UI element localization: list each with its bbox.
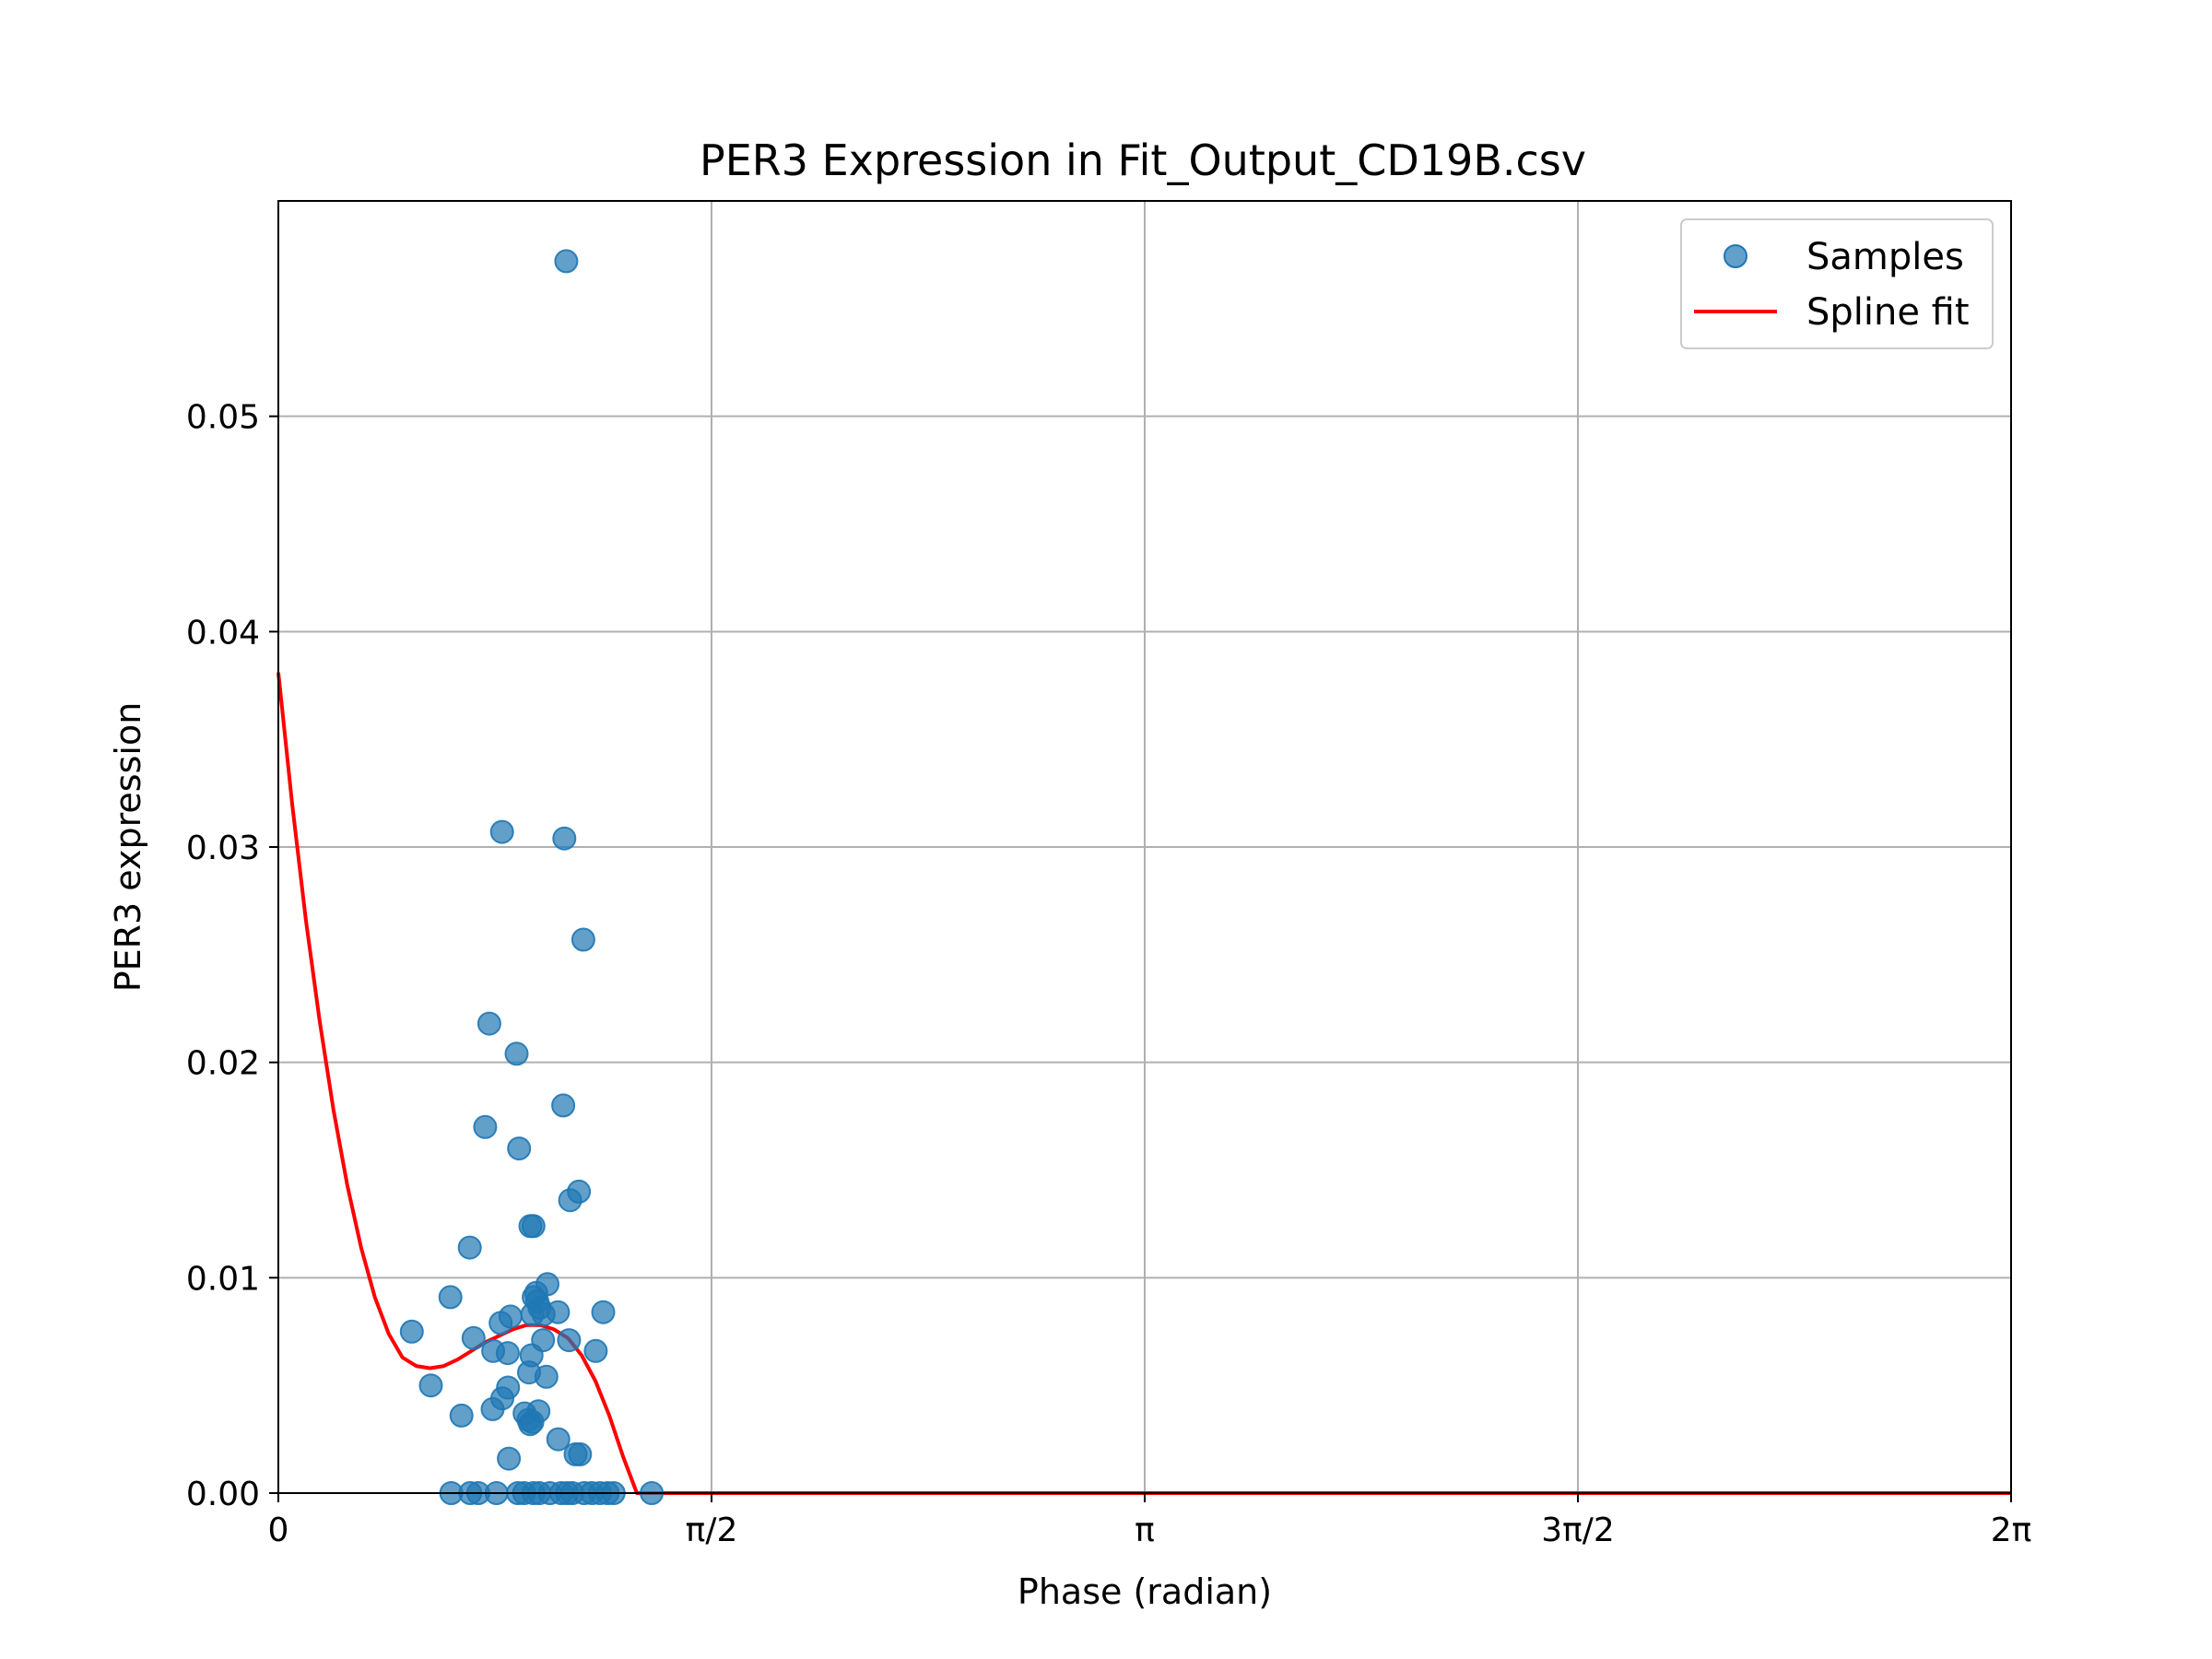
sample-point: [461, 1325, 486, 1350]
chart-title: PER3 Expression in Fit_Output_CD19B.csv: [700, 135, 1586, 185]
sample-point: [568, 1441, 593, 1466]
sample-point: [480, 1396, 505, 1421]
legend: Samples Spline fit: [1680, 218, 1994, 349]
y-tick-label: 0.04: [186, 614, 260, 652]
sample-point: [518, 1412, 543, 1437]
sample-point: [546, 1427, 571, 1452]
sample-point: [473, 1114, 498, 1139]
sample-point: [507, 1136, 532, 1161]
x-axis-label: Phase (radian): [1018, 1571, 1272, 1612]
sample-point: [488, 1311, 513, 1335]
sample-point: [489, 819, 514, 844]
y-axis-label: PER3 expression: [108, 702, 148, 993]
legend-box: [1680, 218, 1994, 349]
sample-point: [438, 1285, 463, 1310]
sample-point: [557, 1328, 582, 1353]
x-tick-label: 0: [268, 1512, 289, 1549]
samples-series: [399, 249, 665, 1505]
legend-spline-label: Spline fit: [1806, 291, 1970, 334]
x-tick-label: 2π: [1991, 1512, 2032, 1549]
sample-point: [418, 1373, 443, 1398]
legend-samples-marker: [1724, 244, 1747, 268]
sample-point: [558, 1188, 582, 1213]
y-tick-label: 0.03: [186, 830, 260, 867]
x-tick-label: 3π/2: [1541, 1512, 1615, 1549]
sample-point: [531, 1302, 556, 1327]
sample-point: [399, 1319, 424, 1344]
sample-point: [554, 249, 579, 274]
sample-point: [477, 1011, 501, 1036]
sample-point: [552, 826, 577, 851]
y-tick-label: 0.01: [186, 1260, 260, 1298]
sample-point: [534, 1364, 559, 1389]
sample-point: [551, 1093, 576, 1118]
y-tick-label: 0.00: [186, 1476, 260, 1513]
x-axis-ticks: 0 π/2 π 3π/2 2π: [268, 1493, 2032, 1549]
sample-point: [571, 927, 595, 952]
sample-point: [591, 1300, 616, 1324]
y-tick-label: 0.05: [186, 399, 260, 437]
y-tick-label: 0.02: [186, 1045, 260, 1083]
sample-point: [495, 1341, 520, 1366]
sample-point: [583, 1338, 608, 1363]
sample-point: [504, 1041, 529, 1066]
sample-point: [457, 1235, 482, 1260]
sample-point: [521, 1214, 546, 1239]
y-axis-ticks: 0.00 0.01 0.02 0.03 0.04 0.05: [186, 399, 278, 1513]
sample-point: [449, 1403, 474, 1428]
sample-point: [497, 1446, 522, 1471]
x-tick-label: π/2: [686, 1512, 738, 1549]
x-tick-label: π: [1135, 1512, 1155, 1549]
legend-samples-label: Samples: [1806, 236, 1964, 278]
